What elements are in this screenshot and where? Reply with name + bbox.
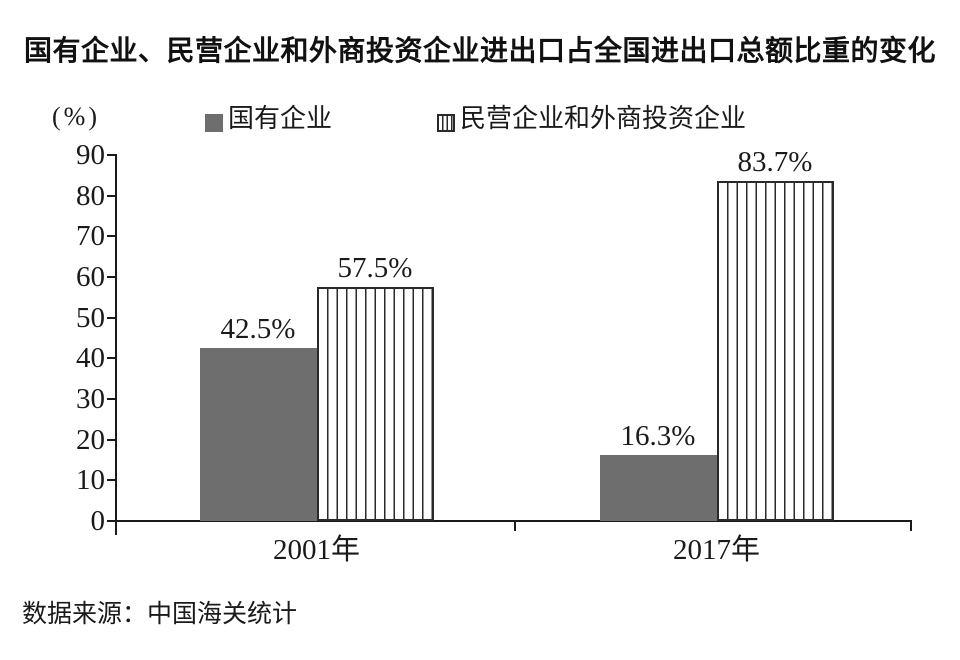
- y-axis-tick-label: 20: [76, 423, 105, 456]
- y-axis-tick: [107, 357, 116, 360]
- y-axis-tick: [107, 316, 116, 319]
- y-axis-tick-label: 10: [76, 464, 105, 497]
- y-axis-line: [115, 154, 117, 535]
- legend-item-private-foreign: 民营企业和外商投资企业: [437, 103, 746, 135]
- legend-item-state-owned: 国有企业: [205, 103, 332, 135]
- data-source-note: 数据来源：中国海关统计: [22, 601, 298, 628]
- y-axis-tick-label: 60: [76, 261, 105, 293]
- y-axis-tick: [107, 235, 116, 238]
- legend-label-state-owned: 国有企业: [228, 104, 333, 133]
- y-axis-tick: [107, 276, 116, 278]
- y-axis-tick-label: 80: [76, 179, 105, 212]
- bar-value-label: 57.5%: [337, 252, 413, 285]
- y-axis-tick-label: 30: [76, 383, 105, 415]
- bar-value-label: 83.7%: [737, 145, 813, 178]
- legend-solid-swatch-icon: [205, 114, 223, 132]
- bar-striped-2001年: [316, 287, 434, 521]
- x-category-label: 2001年: [272, 534, 360, 566]
- y-axis-tick: [107, 438, 116, 441]
- legend-striped-swatch-icon: [437, 114, 455, 132]
- y-axis-tick: [107, 194, 116, 197]
- y-axis-tick: [107, 398, 116, 400]
- bar-striped-2017年: [716, 180, 834, 521]
- y-axis-tick: [107, 520, 116, 522]
- y-axis-tick-label: 50: [76, 301, 105, 334]
- chart-title: 国有企业、民营企业和外商投资企业进出口占全国进出口总额比重的变化: [23, 35, 936, 66]
- x-axis-end-tick: [910, 521, 912, 531]
- bar-value-label: 42.5%: [220, 313, 296, 346]
- y-axis-tick-label: 90: [76, 139, 105, 171]
- bar-value-label: 16.3%: [620, 419, 696, 452]
- x-axis-mid-tick: [514, 521, 516, 531]
- y-axis-tick: [107, 154, 116, 156]
- bar-solid-2001年: [199, 348, 317, 521]
- bar-solid-2017年: [599, 454, 717, 521]
- y-axis-tick-label: 40: [76, 342, 105, 375]
- y-axis-tick-label: 0: [90, 505, 106, 537]
- y-axis-unit-label: (%): [52, 102, 100, 131]
- x-category-label: 2017年: [672, 534, 760, 566]
- legend-label-private-foreign: 民营企业和外商投资企业: [460, 104, 747, 133]
- y-axis-tick-label: 70: [76, 220, 105, 253]
- x-axis-line: [115, 520, 912, 522]
- y-axis-tick: [107, 479, 116, 482]
